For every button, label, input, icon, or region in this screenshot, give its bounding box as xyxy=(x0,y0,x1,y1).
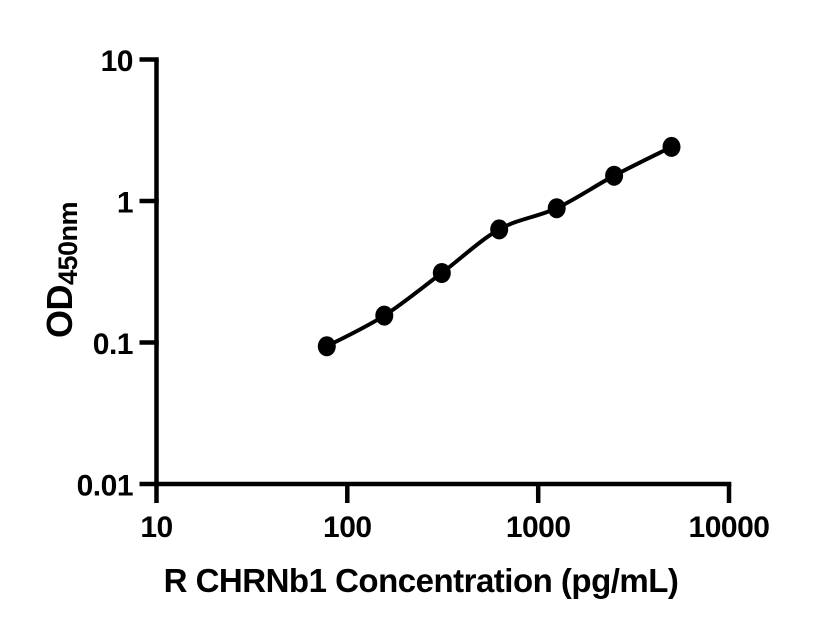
x-tick-label-10000: 10000 xyxy=(689,511,770,544)
data-point-marker xyxy=(662,136,681,157)
y-axis-title-sub: 450nm xyxy=(52,201,83,286)
y-tick-label-1: 1 xyxy=(117,187,133,220)
x-axis-title: R CHRNb1 Concentration (pg/mL) xyxy=(163,562,679,599)
y-tick-label-0.1: 0.1 xyxy=(93,328,133,361)
data-point-marker xyxy=(432,263,451,283)
data-point-marker xyxy=(490,219,509,240)
y-axis-title: OD450nm xyxy=(39,201,83,339)
data-point-marker xyxy=(605,165,624,186)
data-point-marker xyxy=(317,336,336,357)
data-point-marker xyxy=(547,198,566,219)
y-axis xyxy=(139,57,159,487)
x-tick-label-10: 10 xyxy=(140,511,172,544)
data-points xyxy=(317,136,681,357)
data-point-marker xyxy=(375,305,394,326)
y-axis-title-main: OD xyxy=(39,285,80,339)
y-tick-label-10: 10 xyxy=(101,45,133,78)
y-tick-label-0.01: 0.01 xyxy=(77,470,133,503)
x-tick-label-1000: 1000 xyxy=(506,511,571,544)
x-tick-label-100: 100 xyxy=(323,511,372,544)
x-tick-labels: 10 100 1000 10000 xyxy=(140,511,770,544)
y-tick-labels: 10 1 0.1 0.01 xyxy=(77,45,134,503)
x-axis xyxy=(154,481,732,503)
